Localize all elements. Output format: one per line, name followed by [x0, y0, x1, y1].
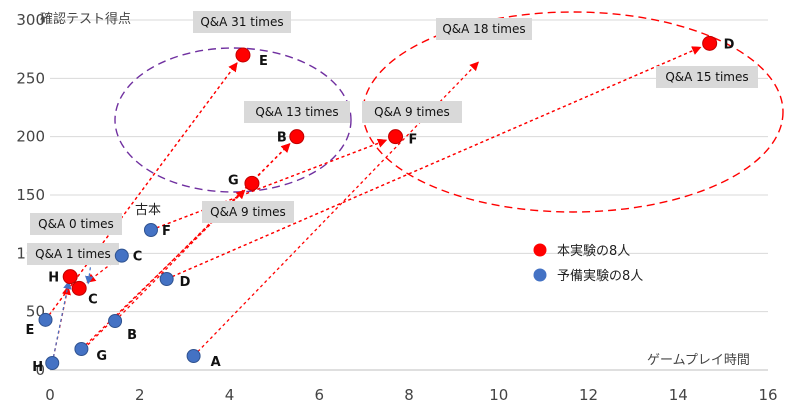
pre-point-label-H: H — [32, 360, 43, 375]
pre-point-label-B: B — [127, 328, 137, 343]
x-axis-title: ゲームプレイ時間 — [647, 353, 750, 368]
pre-point-F — [143, 223, 158, 237]
pre-point-label-A: A — [211, 355, 221, 370]
qa-label-5: Q&A 15 times — [665, 70, 748, 84]
arrow-E-to-E — [44, 62, 238, 321]
x-tick-8: 8 — [404, 386, 414, 404]
axis-ticks: 0501001502002503000246810121416 — [16, 11, 777, 404]
pre-point-C — [114, 248, 129, 263]
legend-label-1: 本実験の8人 — [557, 243, 630, 259]
pre-point-label-E: E — [26, 323, 35, 338]
x-tick-10: 10 — [489, 386, 508, 404]
main-point-label-G: G — [228, 173, 239, 188]
pre-point-label-C: C — [133, 250, 143, 265]
qa-box-2 — [436, 18, 532, 40]
qa-label-3: Q&A 13 times — [255, 105, 338, 119]
arrow-blue-C — [85, 267, 94, 285]
y-tick-200: 200 — [16, 128, 45, 146]
legend-marker-2 — [533, 268, 547, 282]
x-tick-2: 2 — [135, 386, 145, 404]
qa-box-7 — [30, 213, 122, 235]
qa-label-6: Q&A 9 times — [210, 205, 286, 219]
arrow-A-to-E-region — [193, 61, 479, 357]
main-point-label-C: C — [88, 292, 98, 307]
x-tick-4: 4 — [225, 386, 235, 404]
group-ellipses — [114, 11, 784, 213]
y-tick-300: 300 — [16, 11, 45, 29]
pre-point-label-F: F — [162, 224, 171, 239]
qa-box-3 — [244, 101, 350, 123]
pre-point-D — [159, 272, 174, 286]
qa-label-7: Q&A 0 times — [38, 217, 114, 231]
pre-point-H — [45, 356, 60, 370]
pre-point-G — [74, 342, 89, 356]
y-tick-0: 0 — [35, 361, 45, 379]
qa-label-8: Q&A 1 times — [35, 247, 111, 261]
qa-label-2: Q&A 18 times — [442, 22, 525, 36]
x-tick-16: 16 — [758, 386, 777, 404]
main-point-label-B: B — [277, 131, 287, 146]
x-tick-6: 6 — [314, 386, 324, 404]
main-point-B — [289, 129, 305, 145]
main-point-E — [235, 47, 251, 63]
main-point-D — [702, 35, 718, 51]
legend-label-2: 予備実験の8人 — [557, 268, 643, 284]
main-point-F — [388, 129, 404, 145]
qa-annotations: Q&A 31 times Q&A 18 times Q&A 13 times Q&A … — [27, 11, 758, 265]
pre-point-E — [38, 312, 53, 327]
x-tick-14: 14 — [669, 386, 688, 404]
main-point-label-F: F — [409, 133, 418, 148]
legend-marker-1 — [533, 243, 547, 257]
arrow-D-to-D — [166, 46, 702, 280]
note-label: 古本 — [135, 203, 161, 218]
red-group-ellipse — [362, 11, 784, 213]
gridlines — [50, 19, 768, 371]
y-axis-title: 確認テスト得点 — [40, 11, 131, 27]
qa-box-8 — [27, 243, 119, 265]
pre-point-label-D: D — [180, 275, 191, 290]
qa-label-4: Q&A 9 times — [374, 105, 450, 119]
main-point-H — [62, 269, 78, 285]
y-tick-150: 150 — [16, 186, 45, 204]
qa-box-5 — [656, 66, 758, 88]
qa-box-1 — [193, 11, 291, 33]
purple-group-ellipse — [114, 47, 352, 193]
main-point-C — [71, 280, 87, 296]
x-tick-0: 0 — [45, 386, 55, 404]
data-points: A B C D E F G H B C D E F G H — [26, 35, 735, 375]
qa-box-6 — [202, 201, 294, 223]
arrow-blue-H — [51, 280, 72, 364]
y-tick-250: 250 — [16, 69, 45, 87]
qa-label-1: Q&A 31 times — [200, 15, 283, 29]
pre-point-label-G: G — [96, 349, 107, 364]
main-point-label-E: E — [259, 54, 268, 69]
pre-point-B — [108, 314, 123, 328]
main-point-label-D: D — [724, 37, 735, 52]
x-tick-12: 12 — [579, 386, 598, 404]
main-point-label-H: H — [48, 271, 59, 286]
main-point-G — [244, 175, 260, 191]
pre-point-A — [186, 349, 201, 363]
qa-box-4 — [362, 101, 462, 123]
